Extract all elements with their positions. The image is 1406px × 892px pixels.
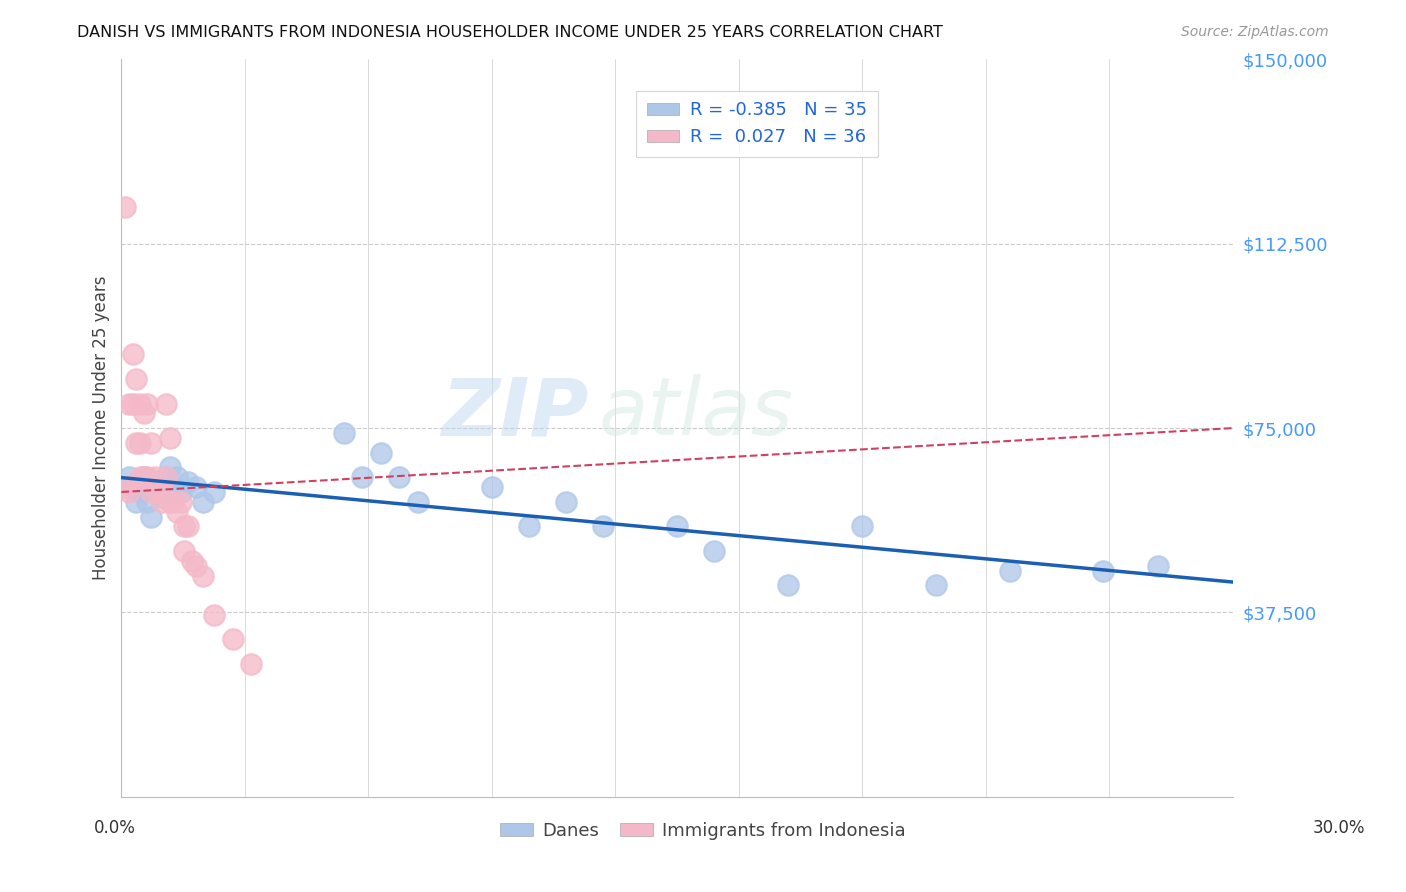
- Point: [332, 425, 354, 440]
- Point: [136, 470, 159, 484]
- Point: [388, 470, 411, 484]
- Point: [191, 495, 214, 509]
- Point: [180, 554, 202, 568]
- Point: [139, 509, 162, 524]
- Point: [703, 544, 725, 558]
- Point: [352, 470, 374, 484]
- Point: [166, 470, 188, 484]
- Point: [155, 470, 177, 484]
- Point: [136, 396, 159, 410]
- Point: [132, 470, 155, 484]
- Point: [162, 480, 184, 494]
- Point: [129, 470, 152, 484]
- Point: [177, 519, 200, 533]
- Point: [129, 485, 152, 500]
- Point: [184, 558, 207, 573]
- Point: [406, 495, 429, 509]
- Point: [517, 519, 540, 533]
- Text: Source: ZipAtlas.com: Source: ZipAtlas.com: [1181, 25, 1329, 39]
- Point: [481, 480, 503, 494]
- Point: [118, 470, 141, 484]
- Point: [184, 480, 207, 494]
- Point: [121, 480, 143, 494]
- Point: [159, 495, 181, 509]
- Point: [173, 544, 195, 558]
- Point: [665, 519, 688, 533]
- Point: [778, 578, 800, 592]
- Point: [191, 568, 214, 582]
- Point: [129, 435, 152, 450]
- Point: [139, 435, 162, 450]
- Point: [132, 406, 155, 420]
- Point: [150, 490, 173, 504]
- Point: [173, 519, 195, 533]
- Point: [166, 505, 188, 519]
- Point: [125, 495, 148, 509]
- Text: ZIP: ZIP: [440, 375, 588, 452]
- Point: [118, 396, 141, 410]
- Point: [114, 480, 136, 494]
- Point: [159, 460, 181, 475]
- Point: [592, 519, 614, 533]
- Point: [221, 632, 243, 647]
- Point: [162, 495, 184, 509]
- Legend: Danes, Immigrants from Indonesia: Danes, Immigrants from Indonesia: [494, 815, 912, 847]
- Point: [170, 485, 193, 500]
- Point: [155, 396, 177, 410]
- Point: [132, 470, 155, 484]
- Point: [170, 495, 193, 509]
- Point: [121, 396, 143, 410]
- Point: [148, 485, 170, 500]
- Legend: R = -0.385   N = 35, R =  0.027   N = 36: R = -0.385 N = 35, R = 0.027 N = 36: [636, 91, 879, 157]
- Point: [125, 372, 148, 386]
- Point: [139, 485, 162, 500]
- Point: [129, 396, 152, 410]
- Point: [177, 475, 200, 490]
- Point: [554, 495, 576, 509]
- Point: [1147, 558, 1170, 573]
- Point: [1000, 564, 1022, 578]
- Point: [136, 495, 159, 509]
- Text: 0.0%: 0.0%: [94, 819, 136, 837]
- Point: [143, 470, 166, 484]
- Point: [925, 578, 948, 592]
- Point: [1091, 564, 1114, 578]
- Point: [370, 445, 392, 459]
- Point: [155, 470, 177, 484]
- Point: [148, 475, 170, 490]
- Point: [125, 435, 148, 450]
- Text: DANISH VS IMMIGRANTS FROM INDONESIA HOUSEHOLDER INCOME UNDER 25 YEARS CORRELATIO: DANISH VS IMMIGRANTS FROM INDONESIA HOUS…: [77, 25, 943, 40]
- Point: [202, 607, 225, 622]
- Text: 30.0%: 30.0%: [1312, 819, 1365, 837]
- Point: [114, 200, 136, 214]
- Point: [121, 347, 143, 361]
- Point: [240, 657, 263, 671]
- Point: [851, 519, 873, 533]
- Text: atlas: atlas: [599, 375, 794, 452]
- Y-axis label: Householder Income Under 25 years: Householder Income Under 25 years: [93, 276, 110, 581]
- Point: [118, 485, 141, 500]
- Point: [159, 431, 181, 445]
- Point: [150, 495, 173, 509]
- Point: [202, 485, 225, 500]
